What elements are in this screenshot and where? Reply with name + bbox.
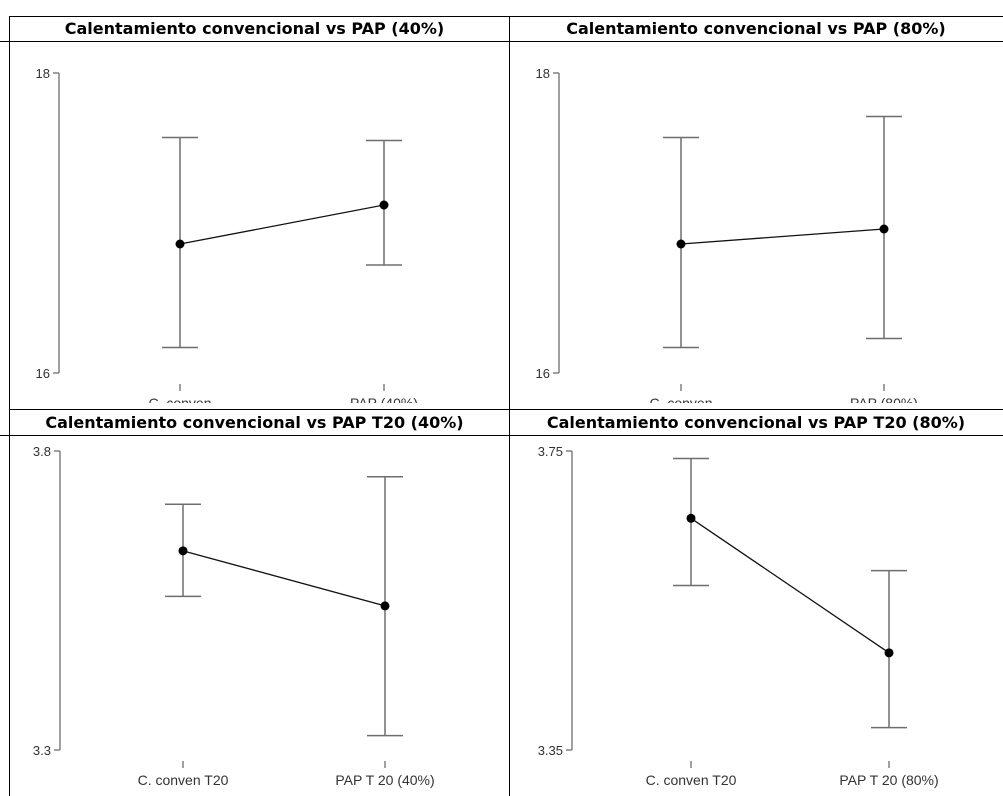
y-tick-label: 3.8 bbox=[33, 444, 51, 459]
y-tick-label: 16 bbox=[36, 366, 50, 381]
y-tick-label: 16 bbox=[536, 366, 550, 381]
grid-border-top bbox=[9, 16, 1003, 17]
series-line bbox=[690, 517, 890, 654]
data-point bbox=[175, 239, 185, 249]
grid-border-left bbox=[9, 16, 10, 796]
data-point bbox=[178, 546, 188, 556]
chart-panel-4: Calentamiento convencional vs PAP T20 (8… bbox=[509, 410, 1003, 796]
x-tick-label: C. conven T20 bbox=[646, 772, 737, 788]
data-point bbox=[379, 200, 389, 210]
x-tick-label: PAP (80%) bbox=[850, 395, 918, 403]
chart-panel-2: Calentamiento convencional vs PAP (80%) … bbox=[509, 16, 1003, 403]
chart-title: Calentamiento convencional vs PAP (80%) bbox=[509, 16, 1003, 42]
y-tick-label: 18 bbox=[36, 66, 50, 81]
chart-plot: 18 16 C. conven PAP (40%) bbox=[36, 66, 418, 403]
series-line bbox=[182, 550, 386, 607]
x-tick-label: PAP (40%) bbox=[350, 395, 418, 403]
chart-plot: 3.8 3.3 C. conven T20 PAP T 20 (40%) bbox=[33, 444, 435, 788]
y-tick-label: 3.3 bbox=[33, 743, 51, 758]
grid-divider-vertical bbox=[509, 16, 510, 796]
x-tick-label: PAP T 20 (40%) bbox=[335, 772, 434, 788]
data-point bbox=[879, 224, 889, 234]
data-point bbox=[380, 601, 390, 611]
data-point bbox=[686, 513, 696, 523]
chart-title: Calentamiento convencional vs PAP T20 (8… bbox=[509, 410, 1003, 436]
y-tick-label: 3.75 bbox=[538, 444, 563, 459]
x-tick-label: C. conven bbox=[148, 395, 211, 403]
y-tick-label: 3.35 bbox=[538, 743, 563, 758]
chart-panel-1: Calentamiento convencional vs PAP (40%) … bbox=[0, 16, 509, 403]
chart-panel-3: Calentamiento convencional vs PAP T20 (4… bbox=[0, 410, 509, 796]
data-point bbox=[676, 239, 686, 249]
data-point bbox=[884, 648, 894, 658]
chart-plot: 3.75 3.35 C. conven T20 PAP T 20 (80%) bbox=[538, 444, 939, 788]
x-tick-label: C. conven bbox=[649, 395, 712, 403]
series-line bbox=[680, 228, 885, 245]
chart-title: Calentamiento convencional vs PAP (40%) bbox=[0, 16, 509, 42]
grid-divider-horizontal bbox=[9, 409, 1003, 410]
chart-title: Calentamiento convencional vs PAP T20 (4… bbox=[0, 410, 509, 436]
series-line bbox=[179, 204, 385, 245]
x-tick-label: C. conven T20 bbox=[138, 772, 229, 788]
y-tick-label: 18 bbox=[536, 66, 550, 81]
x-tick-label: PAP T 20 (80%) bbox=[839, 772, 938, 788]
chart-plot: 18 16 C. conven PAP (80%) bbox=[536, 66, 918, 403]
